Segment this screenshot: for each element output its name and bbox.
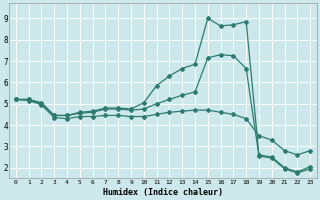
X-axis label: Humidex (Indice chaleur): Humidex (Indice chaleur) — [103, 188, 223, 197]
